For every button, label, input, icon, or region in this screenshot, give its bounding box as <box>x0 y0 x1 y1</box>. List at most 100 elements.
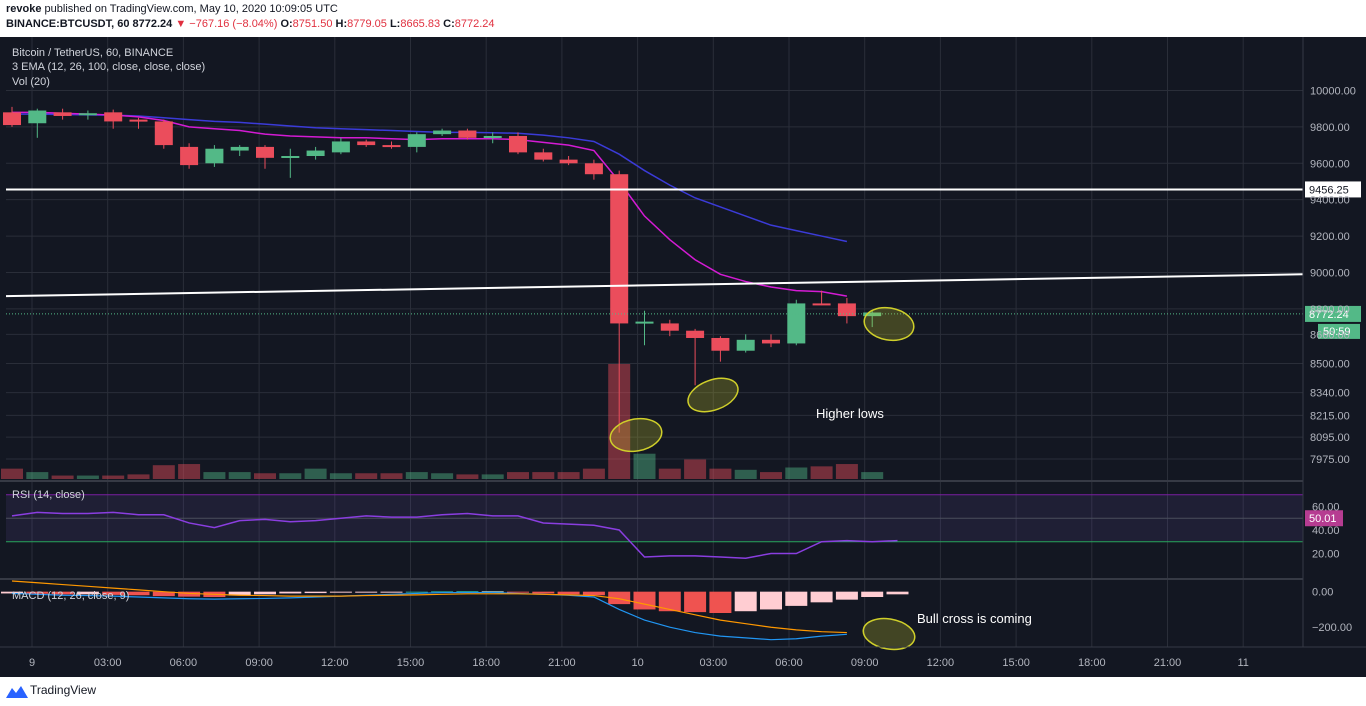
annotation-ellipse <box>862 617 916 651</box>
candle-body <box>129 119 148 122</box>
price-tick-label: 9200.00 <box>1310 231 1350 243</box>
countdown-label: 50:59 <box>1323 326 1351 338</box>
price-tick-label: 8340.00 <box>1310 388 1350 400</box>
macd-histogram-bar <box>431 591 454 593</box>
volume-bar <box>203 472 226 479</box>
candle-body <box>584 163 603 175</box>
chart-canvas[interactable]: 9456.25 8772.24 50:59 50.01 Higher lows Bul… <box>0 37 1366 677</box>
macd-histogram-bar <box>329 591 352 593</box>
candle-body <box>458 130 477 138</box>
symbol-line: BINANCE:BTCUSDT, 60 8772.24 ▼ −767.16 (−… <box>6 18 495 30</box>
price-tick-label: 9600.00 <box>1310 158 1350 170</box>
volume-bar <box>734 469 757 479</box>
macd-histogram-bar <box>127 591 150 596</box>
macd-legend: MACD (12, 26, close, 9) <box>12 590 129 602</box>
candle-body <box>154 121 173 146</box>
volume-bar <box>835 464 858 479</box>
macd-histogram-bar <box>481 591 504 593</box>
macd-histogram-bar <box>405 591 428 593</box>
price-tick-label: 8500.00 <box>1310 358 1350 370</box>
volume-bar <box>709 468 732 479</box>
macd-histogram-bar <box>760 591 782 610</box>
macd-histogram-bar <box>152 591 175 597</box>
annotation-ellipse <box>609 417 663 453</box>
price-tick-label: 9400.00 <box>1310 195 1350 207</box>
macd-histogram-bar <box>886 591 909 595</box>
macd-histogram-bar <box>102 591 125 595</box>
volume-bar <box>380 473 403 479</box>
time-tick-label: 15:00 <box>397 657 425 669</box>
volume-bar <box>861 472 884 479</box>
annotation-ellipse <box>687 377 739 413</box>
main-legend: Bitcoin / TetherUS, 60, BINANCE <box>12 47 173 59</box>
time-tick-label: 09:00 <box>245 657 273 669</box>
volume-bar <box>760 472 782 479</box>
volume-bar <box>152 465 175 479</box>
volume-bar <box>26 472 49 479</box>
volume-bar <box>405 472 428 479</box>
symbol-name: BINANCE:BTCUSDT, 60 <box>6 18 130 30</box>
candle-body <box>559 159 578 164</box>
candle-body <box>762 339 780 344</box>
macd-histogram-bar <box>582 591 605 596</box>
time-tick-label: 15:00 <box>1002 657 1030 669</box>
time-tick-label: 9 <box>29 657 35 669</box>
volume-bar <box>658 468 681 479</box>
macd-histogram-bar <box>684 591 707 613</box>
candle-body <box>433 130 452 135</box>
volume-bar <box>684 459 707 479</box>
volume-bar <box>228 472 251 479</box>
candle-body <box>205 148 224 164</box>
volume-bar <box>532 472 555 479</box>
volume-bar <box>102 475 125 479</box>
candle-body <box>407 134 426 147</box>
volume-bar <box>431 473 454 479</box>
volume-bar <box>51 475 74 479</box>
chart-area[interactable]: 9456.25 8772.24 50:59 50.01 Higher lows Bul… <box>0 37 1366 677</box>
candle-body <box>281 156 300 159</box>
candle-body <box>711 337 730 351</box>
macd-histogram-bar <box>532 591 555 594</box>
macd-tick-label: 0.00 <box>1312 587 1333 599</box>
candle-body <box>686 330 705 338</box>
time-tick-label: 12:00 <box>321 657 349 669</box>
volume-bar <box>557 472 580 479</box>
price-tick-label: 8660.00 <box>1310 329 1350 341</box>
candle-body <box>509 135 527 153</box>
publish-info: published on TradingView.com, May 10, 20… <box>44 3 338 15</box>
time-tick-label: 06:00 <box>775 657 803 669</box>
macd-histogram-bar <box>254 591 276 595</box>
open-value: 8751.50 <box>292 18 333 30</box>
candle-body <box>104 112 123 122</box>
price-tick-label: 7975.00 <box>1310 454 1350 466</box>
volume-bar <box>279 473 302 479</box>
volume-bar <box>810 466 833 479</box>
ema-slow-line <box>12 113 848 243</box>
time-tick-label: 03:00 <box>700 657 728 669</box>
macd-histogram-bar <box>355 591 378 593</box>
macd-histogram-bar <box>456 591 479 593</box>
last-price-label: 8772.24 <box>1309 309 1349 321</box>
publish-line: revoke published on TradingView.com, May… <box>6 3 338 15</box>
candle-body <box>230 146 249 151</box>
candle-body <box>635 321 654 324</box>
tradingview-brand[interactable]: TradingView <box>30 683 97 697</box>
tradingview-logo-icon[interactable] <box>6 684 28 698</box>
candle-body <box>837 303 856 317</box>
rsi-last-box <box>1305 510 1343 527</box>
close-label: C: <box>443 18 455 30</box>
candle-body <box>610 174 629 324</box>
volume-bar <box>355 473 378 479</box>
macd-histogram-bar <box>810 591 833 603</box>
rsi-last-label: 50.01 <box>1309 513 1337 525</box>
rsi-tick-label: 40.00 <box>1312 525 1340 537</box>
macd-histogram-bar <box>279 591 302 594</box>
low-value: 8665.83 <box>400 18 441 30</box>
time-tick-label: 21:00 <box>548 657 576 669</box>
volume-bar <box>507 472 529 479</box>
price-tick-label: 8095.00 <box>1310 432 1350 444</box>
candle-body <box>382 145 401 148</box>
candle-body <box>863 312 882 317</box>
macd-histogram-bar <box>608 591 631 605</box>
candle-body <box>28 110 47 124</box>
